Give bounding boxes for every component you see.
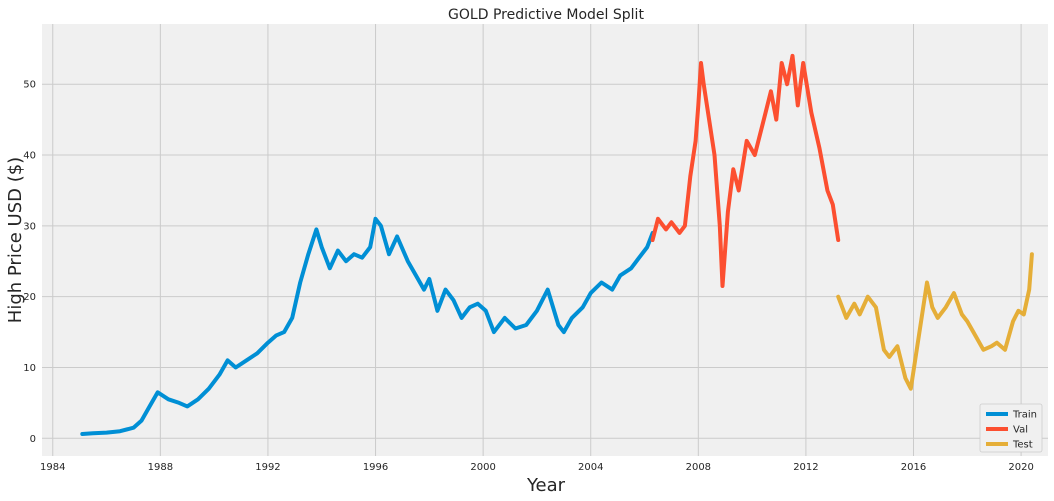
chart-title: GOLD Predictive Model Split — [448, 7, 644, 23]
y-tick-label: 40 — [23, 151, 36, 162]
plot-background — [42, 24, 1048, 456]
y-tick-label: 10 — [23, 363, 36, 374]
x-tick-label: 1996 — [363, 462, 388, 473]
x-tick-label: 1984 — [40, 462, 65, 473]
series-line-train — [80, 216, 655, 436]
x-tick-label: 2012 — [793, 462, 818, 473]
x-tick-label: 2000 — [470, 462, 495, 473]
legend: Train Val Test — [979, 403, 1043, 453]
legend-label-val: Val — [1013, 425, 1028, 436]
x-tick-label: 1988 — [148, 462, 173, 473]
series-layer — [80, 53, 1034, 436]
x-tick-label: 2004 — [578, 462, 603, 473]
x-tick-label: 1992 — [255, 462, 280, 473]
tick-labels: 1984 1988 1992 1996 2000 2004 2008 2012 2016 2020… — [23, 80, 1034, 473]
x-tick-label: 2020 — [1008, 462, 1033, 473]
y-tick-label: 50 — [23, 80, 36, 91]
legend-label-train: Train — [1012, 410, 1037, 421]
y-tick-label: 20 — [23, 292, 36, 303]
series-line-val — [650, 53, 841, 288]
x-axis-label: Year — [526, 475, 566, 496]
y-tick-label: 30 — [23, 221, 36, 232]
y-tick-label: 0 — [30, 434, 36, 445]
series-line-test — [836, 252, 1034, 391]
legend-label-test: Test — [1012, 440, 1033, 451]
y-axis-label: High Price USD ($) — [5, 157, 26, 323]
x-tick-label: 2008 — [686, 462, 711, 473]
x-tick-label: 2016 — [901, 462, 926, 473]
